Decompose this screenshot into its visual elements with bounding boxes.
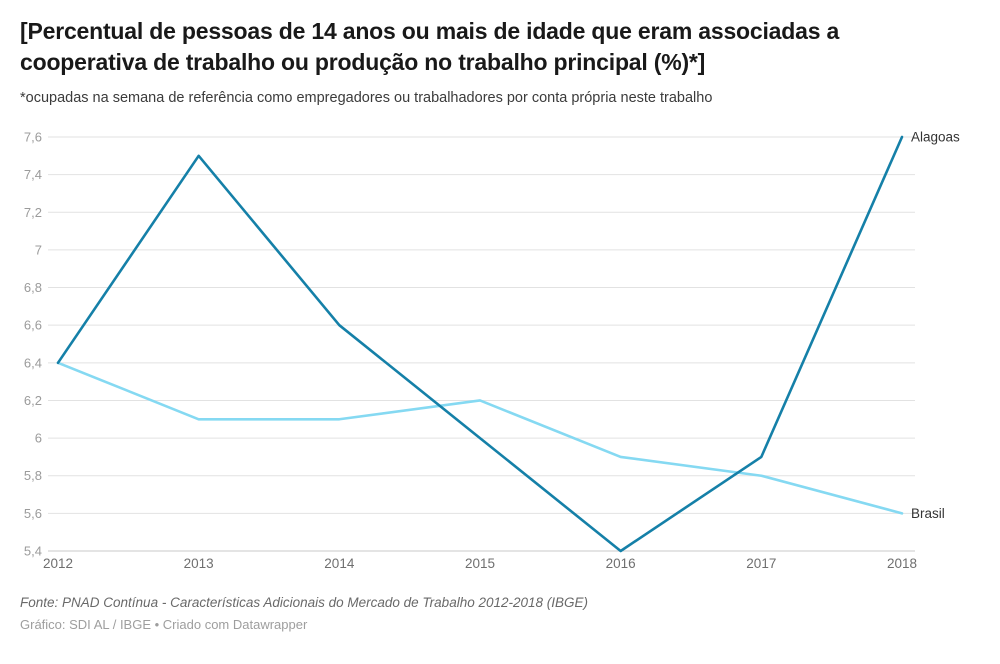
y-tick-label: 7,2	[24, 205, 42, 220]
y-tick-label: 7	[35, 242, 42, 257]
y-tick-label: 6,2	[24, 393, 42, 408]
y-tick-label: 6	[35, 431, 42, 446]
y-tick-label: 6,4	[24, 355, 42, 370]
y-tick-label: 6,6	[24, 318, 42, 333]
byline: Gráfico: SDI AL / IBGE • Criado com Data…	[20, 617, 308, 632]
series-label-brasil: Brasil	[911, 506, 945, 521]
series-line-alagoas	[56, 135, 904, 553]
y-tick-label: 7,4	[24, 167, 42, 182]
y-tick-label: 5,8	[24, 468, 42, 483]
y-tick-label: 5,4	[24, 544, 42, 559]
line-chart: 5,4 5,6 5,8 6 6,2 6,4 6,6 6,8 7 7,2 7,4 7,6 2012 2013…	[24, 130, 960, 572]
chart-subtitle: *ocupadas na semana de referência como e…	[20, 90, 713, 106]
page-title: [Percentual de pessoas de 14 anos ou mai…	[20, 18, 840, 75]
y-tick-label: 7,6	[24, 130, 42, 145]
x-tick-label: 2012	[43, 556, 73, 571]
x-tick-label: 2016	[606, 556, 636, 571]
x-tick-label: 2015	[465, 556, 495, 571]
x-tick-label: 2017	[746, 556, 776, 571]
y-tick-label: 6,8	[24, 280, 42, 295]
source-note: Fonte: PNAD Contínua - Características A…	[20, 595, 589, 610]
series-label-alagoas: Alagoas	[911, 130, 960, 145]
y-tick-label: 5,6	[24, 506, 42, 521]
series-line-brasil	[56, 361, 904, 515]
x-tick-label: 2014	[324, 556, 355, 571]
x-tick-label: 2013	[184, 556, 214, 571]
x-tick-label: 2018	[887, 556, 917, 571]
